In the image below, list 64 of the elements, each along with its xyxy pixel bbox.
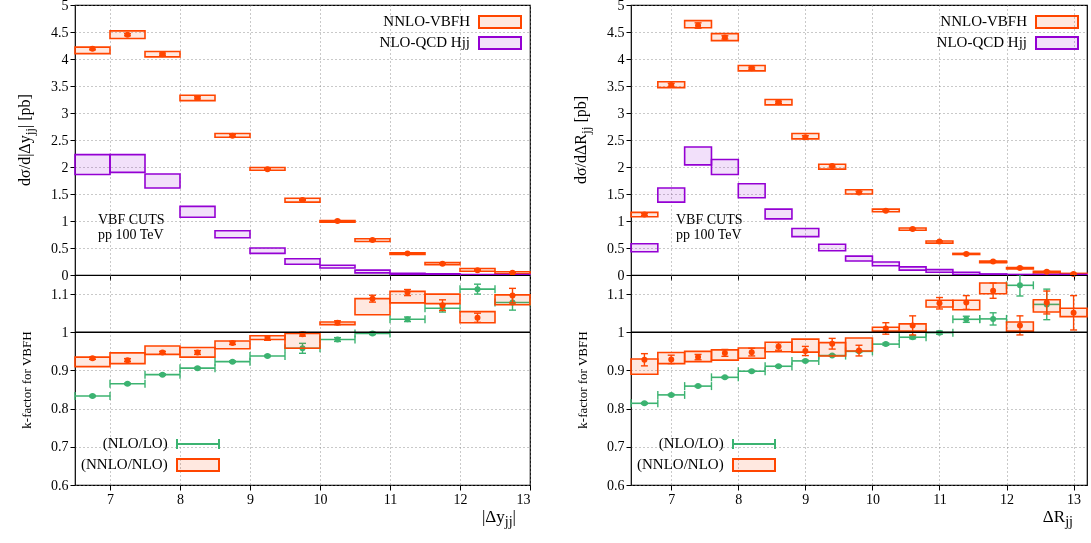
x-tick-label: 9: [802, 491, 810, 507]
y-tick-label: 1.5: [51, 186, 69, 202]
y-tick-label: 1.1: [607, 286, 625, 302]
y-tick-label: 2: [617, 159, 625, 175]
x-tick-label: 8: [735, 491, 743, 507]
x-tick-label: 7: [668, 491, 676, 507]
x-tick-label: 10: [313, 491, 328, 507]
y-tick-label: 0.6: [607, 477, 625, 493]
y-tick-label: 0.6: [51, 477, 69, 493]
y-tick-label: 0.7: [51, 439, 69, 455]
y-tick-label: 5: [617, 0, 625, 13]
y-tick-label: 4: [617, 51, 625, 67]
x-tick-label: 7: [107, 491, 114, 507]
x-tick-label: 13: [516, 491, 531, 507]
legend-label: (NLO/LO): [658, 435, 724, 452]
annotation: VBF CUTS: [676, 212, 743, 228]
legend-label: NLO-QCD Hjj: [936, 34, 1027, 51]
x-tick-label: 12: [453, 491, 468, 507]
y-tick-label: 2: [61, 159, 69, 175]
y-tick-label: 5: [61, 0, 69, 13]
annotation: pp 100 TeV: [98, 227, 164, 243]
x-tick-label: 11: [933, 491, 947, 507]
annotation: VBF CUTS: [98, 212, 165, 228]
y-tick-label: 1: [61, 213, 69, 229]
y-tick-label: 0.5: [51, 240, 69, 256]
legend-label: (NNLO/NLO): [81, 456, 168, 473]
y-tick-label: 0: [61, 267, 69, 283]
y-tick-label: 0.7: [607, 439, 625, 455]
y-tick-label: 3: [61, 105, 69, 121]
x-tick-label: 9: [247, 491, 254, 507]
x-tick-label: 13: [1067, 491, 1082, 507]
y-tick-label: 3.5: [607, 78, 625, 94]
y-tick-label: 4: [61, 51, 69, 67]
legend-label: NNLO-VBFH: [940, 13, 1027, 30]
x-tick-label: 12: [1000, 491, 1015, 507]
legend-label: NNLO-VBFH: [383, 13, 470, 30]
legend-label: (NLO/LO): [102, 435, 168, 452]
y-tick-label: 3: [617, 105, 625, 121]
x-tick-label: 8: [177, 491, 184, 507]
y-tick-label: 4.5: [607, 24, 625, 40]
x-tick-label: 10: [865, 491, 880, 507]
y-tick-label: 1.5: [607, 186, 625, 202]
y-tick-label: 1: [617, 213, 625, 229]
annotation: pp 100 TeV: [676, 227, 742, 243]
x-tick-label: 11: [383, 491, 398, 507]
legend-label: (NNLO/NLO): [637, 456, 724, 473]
y-tick-label: 0: [617, 267, 625, 283]
y-tick-label: 0.8: [607, 401, 625, 417]
y-tick-label: 2.5: [51, 132, 69, 148]
y-tick-label: 0.8: [51, 401, 69, 417]
y-tick-label: 1: [617, 324, 625, 340]
y-tick-label: 2.5: [607, 132, 625, 148]
x-axis-title: ΔR$_{jj}$: [1042, 507, 1073, 531]
y-tick-label: 0.9: [607, 362, 625, 378]
y-tick-label: 1.1: [51, 286, 69, 302]
y-axis-title: k-factor for VBFH: [19, 331, 35, 429]
y-axis-title: k-factor for VBFH: [575, 331, 591, 429]
x-axis-title: |Δy$_{jj}$|: [481, 507, 516, 531]
y-tick-label: 0.9: [51, 362, 69, 378]
y-tick-label: 0.5: [607, 240, 625, 256]
y-tick-label: 3.5: [51, 78, 69, 94]
y-tick-label: 4.5: [51, 24, 69, 40]
legend-label: NLO-QCD Hjj: [379, 34, 470, 51]
y-tick-label: 1: [61, 324, 69, 340]
